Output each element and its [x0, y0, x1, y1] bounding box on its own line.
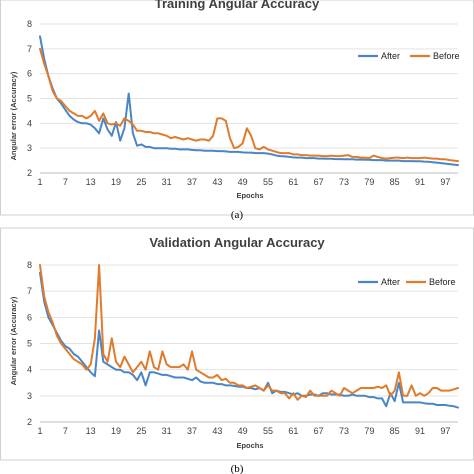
ytick-label: 6 [27, 312, 32, 322]
xtick-label: 55 [263, 177, 273, 187]
xtick-label: 73 [339, 177, 349, 187]
xtick-label: 25 [136, 177, 146, 187]
ytick-label: 5 [27, 339, 32, 349]
xtick-label: 1 [37, 177, 42, 187]
xtick-label: 79 [364, 426, 374, 436]
chart-validation-xlabel: Epochs [236, 441, 263, 450]
series-line-before [39, 47, 459, 163]
chart-validation: Validation Angular Accuracy Angular erro… [0, 227, 474, 461]
ytick-label: 6 [27, 69, 32, 79]
chart-training-series [39, 35, 459, 167]
xtick-label: 25 [136, 426, 146, 436]
legend-before-label: Before [429, 277, 456, 287]
xtick-label: 67 [314, 426, 324, 436]
legend-before-label: Before [433, 51, 460, 61]
xtick-label: 37 [187, 426, 197, 436]
xtick-label: 97 [440, 177, 450, 187]
series-line-before [39, 264, 459, 401]
xtick-label: 7 [63, 426, 68, 436]
ytick-label: 5 [27, 94, 32, 104]
chart-training-legend: After Before [358, 51, 460, 61]
caption-a: (a) [231, 209, 244, 221]
chart-validation-series [39, 264, 459, 409]
chart-training-xlabel: Epochs [236, 191, 263, 200]
chart-validation-xticks: 1 7 13 19 25 31 37 43 49 55 61 67 73 79 85 91 97 [37, 426, 450, 436]
chart-validation-yticks: 2 3 4 5 6 7 8 [27, 260, 32, 427]
xtick-label: 85 [390, 177, 400, 187]
ytick-label: 8 [27, 260, 32, 270]
xtick-label: 1 [37, 426, 42, 436]
ytick-label: 7 [27, 44, 32, 54]
xtick-label: 31 [162, 177, 172, 187]
xtick-label: 91 [415, 177, 425, 187]
chart-validation-gridlines [40, 264, 458, 423]
ytick-label: 4 [27, 118, 32, 128]
xtick-label: 85 [390, 426, 400, 436]
xtick-label: 13 [86, 177, 96, 187]
chart-validation-ylabel: Angular error (Accuracy) [9, 296, 18, 385]
xtick-label: 97 [440, 426, 450, 436]
caption-b: (b) [231, 463, 244, 474]
xtick-label: 67 [314, 177, 324, 187]
xtick-label: 43 [212, 426, 222, 436]
ytick-label: 2 [27, 168, 32, 178]
xtick-label: 37 [187, 177, 197, 187]
chart-training-ylabel: Angular error (Accuracy) [9, 71, 18, 160]
xtick-label: 7 [63, 177, 68, 187]
legend-after-label: After [381, 51, 400, 61]
chart-training-yticks: 2 3 4 5 6 7 8 [27, 19, 32, 178]
chart-validation-legend: After Before [358, 277, 456, 287]
ytick-label: 3 [27, 391, 32, 401]
ytick-label: 2 [27, 417, 32, 427]
chart-training: Training Angular Accuracy Angular error … [0, 0, 474, 216]
xtick-label: 55 [263, 426, 273, 436]
xtick-label: 61 [288, 177, 298, 187]
xtick-label: 19 [111, 177, 121, 187]
ytick-label: 4 [27, 365, 32, 375]
xtick-label: 49 [238, 426, 248, 436]
series-line-after [39, 35, 459, 167]
xtick-label: 73 [339, 426, 349, 436]
xtick-label: 31 [162, 426, 172, 436]
ytick-label: 3 [27, 143, 32, 153]
ytick-label: 8 [27, 19, 32, 29]
chart-validation-title: Validation Angular Accuracy [149, 235, 325, 250]
ytick-label: 7 [27, 286, 32, 296]
xtick-label: 61 [288, 426, 298, 436]
xtick-label: 79 [364, 177, 374, 187]
chart-training-xticks: 1 7 13 19 25 31 37 43 49 55 61 67 73 79 85 91 97 [37, 177, 450, 187]
chart-training-title: Training Angular Accuracy [155, 0, 320, 11]
xtick-label: 43 [212, 177, 222, 187]
xtick-label: 49 [238, 177, 248, 187]
legend-after-label: After [381, 277, 400, 287]
xtick-label: 19 [111, 426, 121, 436]
xtick-label: 91 [415, 426, 425, 436]
chart-training-frame [0, 0, 474, 216]
xtick-label: 13 [86, 426, 96, 436]
